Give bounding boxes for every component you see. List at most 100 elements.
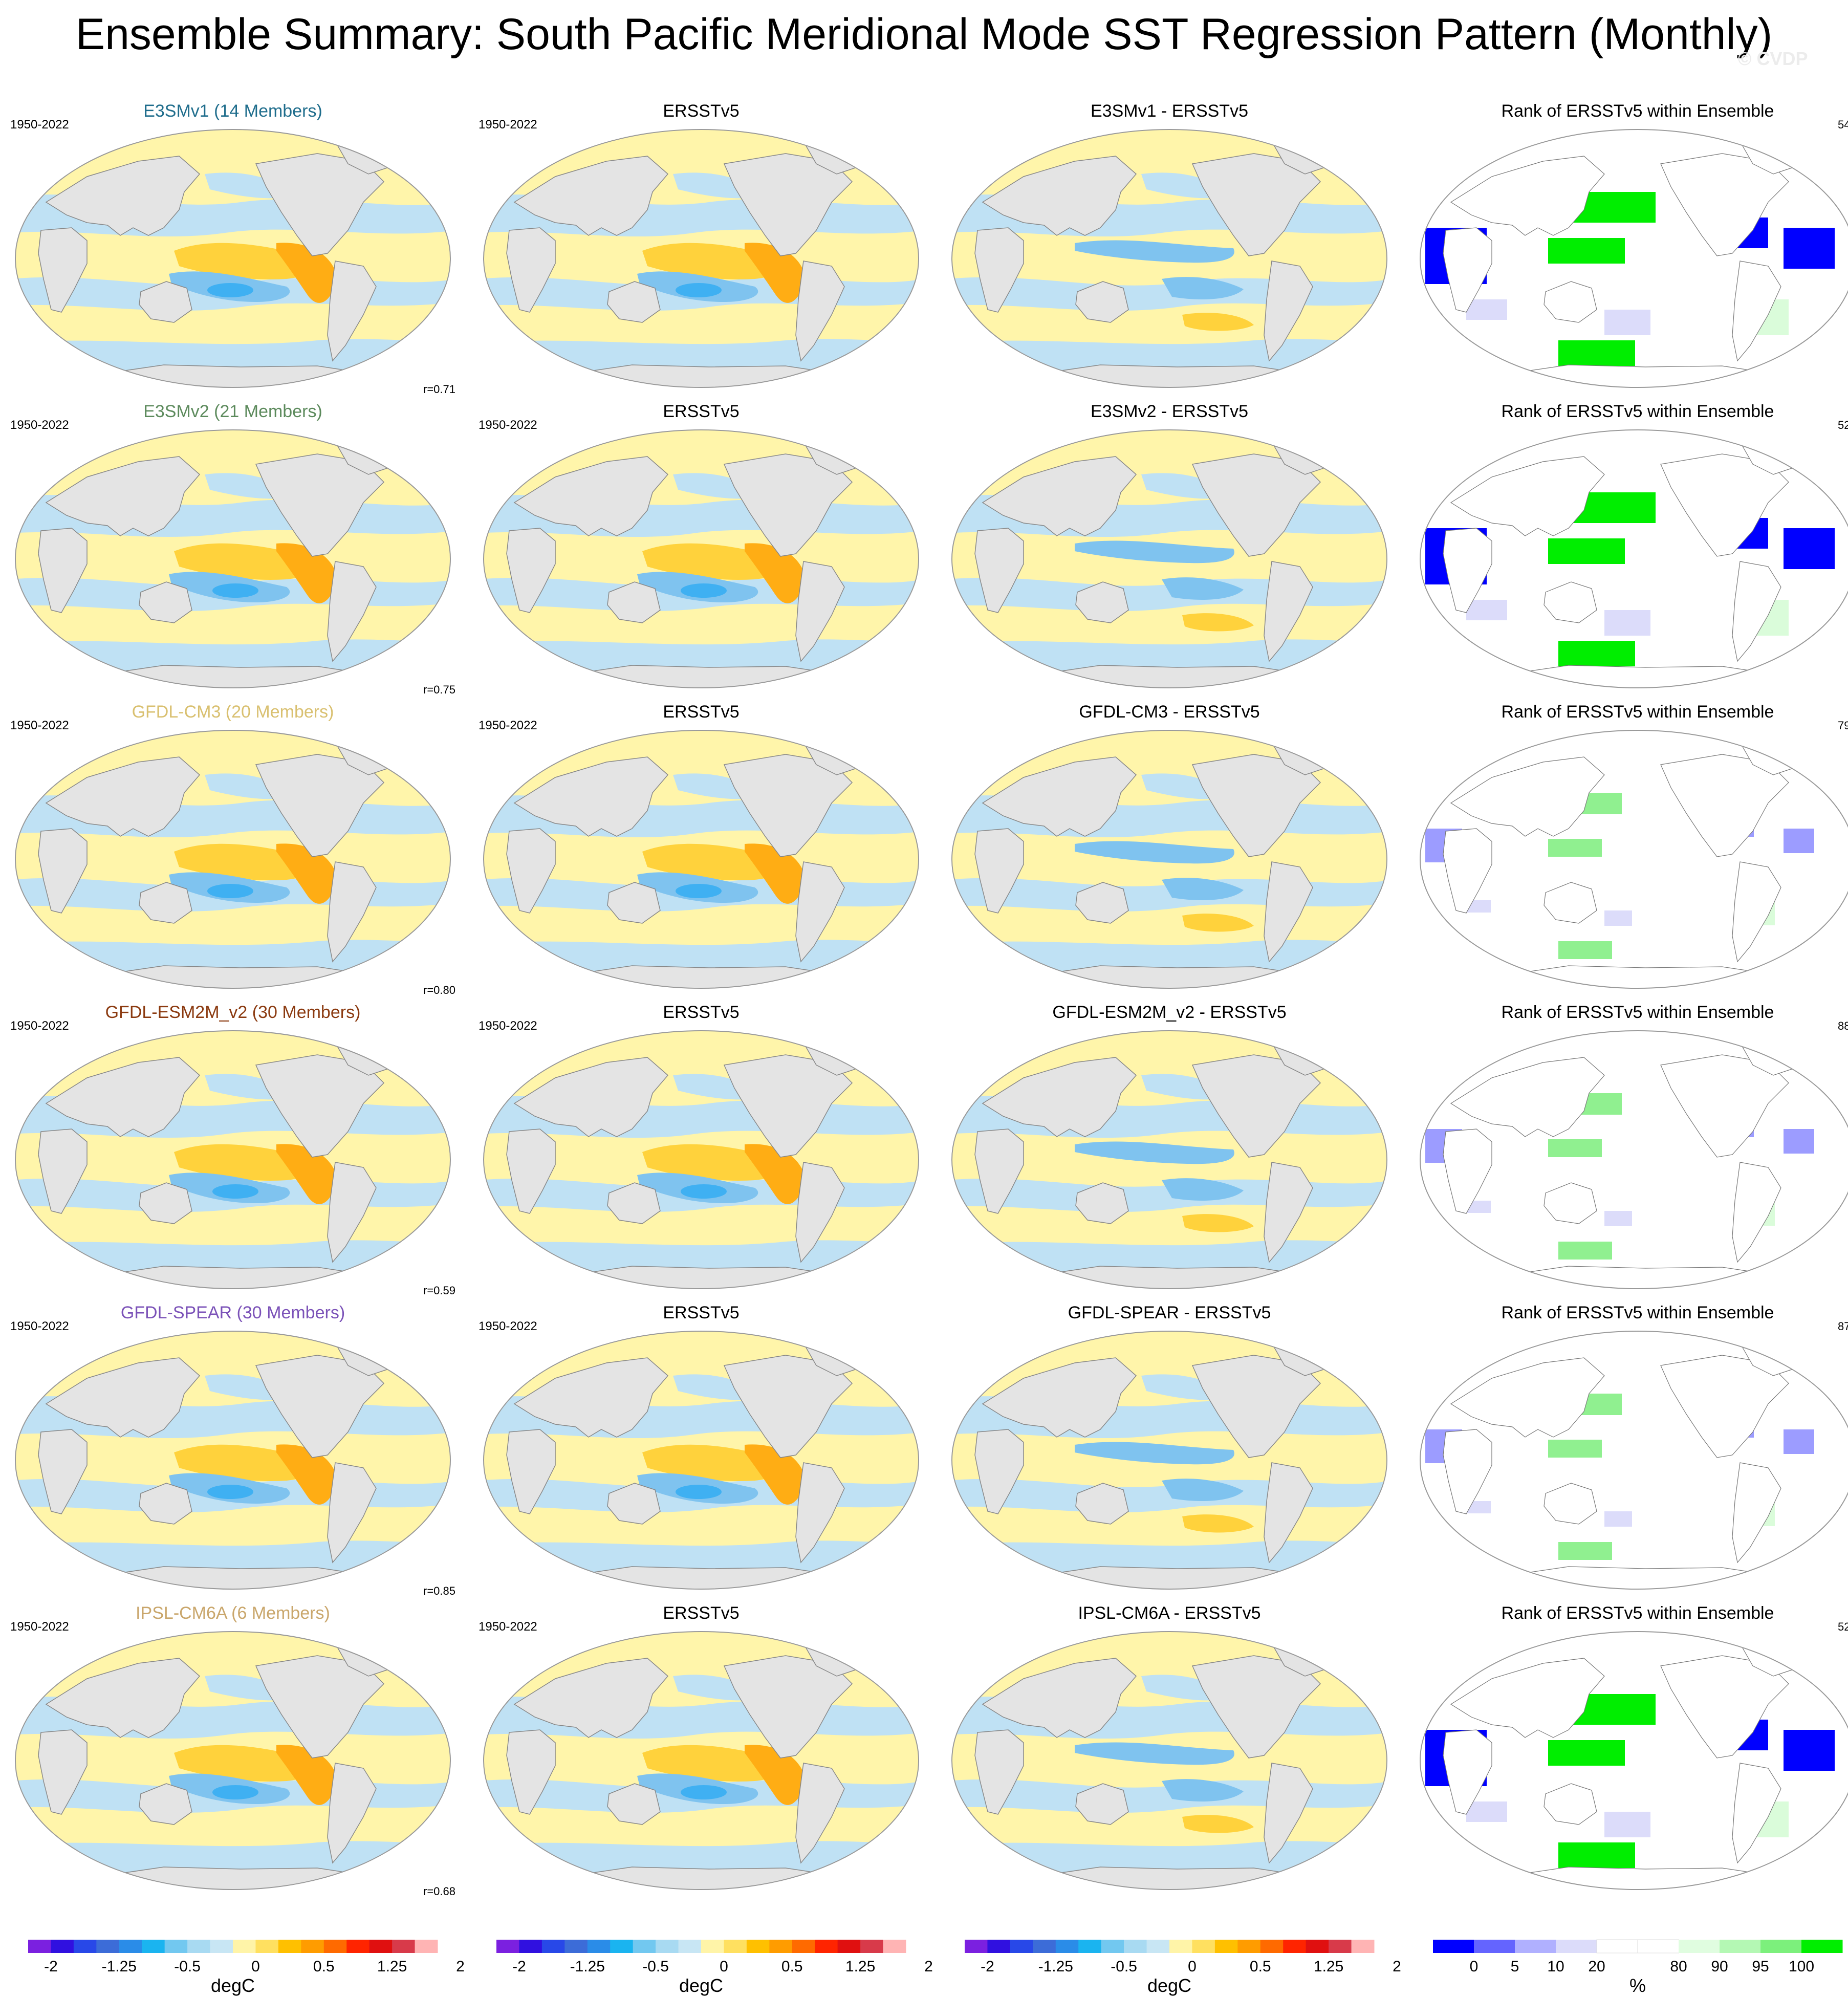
row6-obs-panel-landmass (506, 1729, 556, 1815)
row5-diff-panel-title: GFDL-SPEAR - ERSSTv5 (1068, 1303, 1271, 1322)
colorbar-rank-swatches: 0 5 10 20 80 90 95 100 (1433, 1939, 1843, 1975)
row5-obs-panel-cool-core (676, 1485, 722, 1499)
row3-rank-panel-landmass (1443, 828, 1492, 914)
row6-rank-panel-low-rank-patch (1466, 1801, 1507, 1822)
cbar-2-swatch (1260, 1940, 1284, 1953)
row5-model-panel-landmass (38, 1429, 88, 1514)
row6-obs-panel: ERSSTv5 1950-2022 (479, 1602, 924, 1903)
row2-model-panel-title: E3SMv2 (21 Members) (143, 402, 322, 421)
cbar-3-swatch (1801, 1940, 1843, 1953)
row6-diff-panel-landmass (974, 1729, 1024, 1815)
row1-rank-panel-landmass (1450, 156, 1605, 236)
cbar-2-tick-label: 1.25 (1314, 1958, 1343, 1975)
row6-model-panel-cool-core (212, 1785, 258, 1799)
row1-obs-panel-landmass (795, 261, 845, 362)
cbar-2-swatch (1329, 1940, 1352, 1953)
row6-model-panel-period: 1950-2022 (10, 1620, 69, 1634)
colorbar-model: -2 -1.25 -0.5 0 0.5 1.25 2 degC (28, 1940, 465, 1996)
row3-model-panel-landmass (45, 756, 201, 837)
cbar-2-swatch (1146, 1940, 1170, 1953)
row4-rank-panel-percentage: 88% (1837, 1019, 1848, 1032)
row4-diff-panel-landmass (1075, 1182, 1129, 1224)
row5-rank-panel-landmass (1543, 1483, 1597, 1525)
row2-rank-panel: Rank of ERSSTv5 within Ensemble 52% (1415, 400, 1848, 701)
row6-obs-panel-period: 1950-2022 (479, 1620, 537, 1634)
cbar-2-swatch (1283, 1940, 1307, 1953)
row2-model-panel-map-border (15, 429, 451, 688)
row4-obs-panel-landmass (506, 1128, 556, 1214)
cbar-2-swatch (965, 1940, 988, 1953)
row5-obs-panel-map-border (483, 1331, 919, 1590)
cbar-1-swatch (519, 1940, 542, 1953)
row1-rank-panel-high-rank-patch (1548, 238, 1625, 264)
cbar-2-swatch (1169, 1940, 1192, 1953)
cbar-0-tick-label: 1.25 (377, 1958, 407, 1975)
row2-model-panel-cool-core (212, 583, 258, 598)
row2-rank-panel-low-rank-patch (1604, 610, 1650, 636)
cbar-3-swatch (1515, 1940, 1556, 1953)
row1-rank-panel-low-rank-patch (1604, 310, 1650, 335)
row1-obs-panel-map (483, 129, 919, 388)
row2-rank-panel-low-rank-patch (1784, 528, 1835, 569)
row3-model-panel-landmass (38, 828, 88, 914)
row1-obs-panel-landmass (513, 156, 669, 236)
cbar-0-tick-label: 2 (456, 1958, 465, 1975)
row5-rank-panel-high-rank-patch (1558, 1542, 1612, 1560)
cbar-0-swatch (278, 1940, 301, 1953)
row2-model-panel-landmass (45, 456, 201, 536)
cbar-1-swatch (678, 1940, 702, 1953)
cbar-1-swatch (587, 1940, 611, 1953)
row1-model-panel-landmass (327, 261, 377, 362)
row1-rank-panel-percentage: 54% (1837, 118, 1848, 131)
row1-rank-panel-high-rank-patch (1558, 340, 1635, 366)
row2-model-panel-pattern-correlation: r=0.75 (423, 683, 455, 696)
row1-model-panel-landmass (139, 281, 192, 323)
row6-rank-panel-map-border (1420, 1631, 1848, 1890)
row6-rank-panel-percentage: 52% (1837, 1620, 1848, 1633)
row6-diff-panel-cool-band-south (1162, 1779, 1244, 1801)
row2-rank-panel-high-rank-patch (1548, 538, 1625, 564)
row2-obs-panel-landmass (607, 581, 661, 623)
row1-obs-panel-landmass (607, 281, 661, 323)
row2-rank-panel-map (1420, 429, 1848, 688)
cbar-0-tick-label: 0 (251, 1958, 260, 1975)
cbar-1-swatch (860, 1940, 884, 1953)
row3-model-panel-cool-core (207, 884, 253, 898)
row1-obs-panel-landmass (506, 227, 556, 313)
row4-diff-panel-map-border (951, 1030, 1387, 1289)
cbar-0-swatch (164, 1940, 188, 1953)
row2-model-panel-landmass (38, 528, 88, 613)
row5-obs-panel-landmass (607, 1483, 661, 1525)
row4-model-panel-period: 1950-2022 (10, 1019, 69, 1033)
row4-diff-panel: GFDL-ESM2M_v2 - ERSSTv5 (947, 1001, 1392, 1302)
row5-model-panel-landmass (45, 1357, 201, 1438)
row3-rank-panel-map (1420, 730, 1848, 989)
row5-obs-panel-landmass (795, 1462, 845, 1564)
row2-rank-panel-landmass (1543, 581, 1597, 623)
cbar-0-swatch (28, 1940, 51, 1953)
row5-model-panel-warm-core (276, 1444, 338, 1505)
row5-obs-panel: ERSSTv5 1950-2022 (479, 1301, 924, 1602)
row3-diff-panel-landmass (1264, 861, 1313, 963)
cbar-1-swatch (724, 1940, 747, 1953)
cbar-2-swatch (1033, 1940, 1056, 1953)
row2-model-panel-map (15, 429, 451, 688)
cbar-3-swatch (1433, 1940, 1474, 1953)
row2-obs-panel-warm-core (745, 543, 806, 603)
cbar-0-swatch (119, 1940, 142, 1953)
colorbar-diff-swatches: -2 -1.25 -0.5 0 0.5 1.25 2 (965, 1940, 1401, 1975)
row6-diff-panel-landmass (982, 1658, 1137, 1738)
row4-rank-panel-landmass (1732, 1162, 1781, 1263)
row1-rank-panel-landmass (1543, 281, 1597, 323)
row5-diff-panel-map-border (951, 1331, 1387, 1590)
cbar-2-swatch (1351, 1940, 1375, 1953)
cbar-3-swatch (1637, 1939, 1679, 1953)
row4-obs-panel-map-border (483, 1030, 919, 1289)
row6-rank-panel-map (1420, 1631, 1848, 1890)
row3-model-panel-map (15, 730, 451, 989)
row3-rank-panel-landmass (1450, 756, 1605, 837)
row5-obs-panel-landmass (513, 1357, 669, 1438)
row2-model-panel-landmass (327, 561, 377, 662)
cbar-3-tick-label: 90 (1711, 1958, 1728, 1975)
cbar-1-swatch (610, 1940, 634, 1953)
